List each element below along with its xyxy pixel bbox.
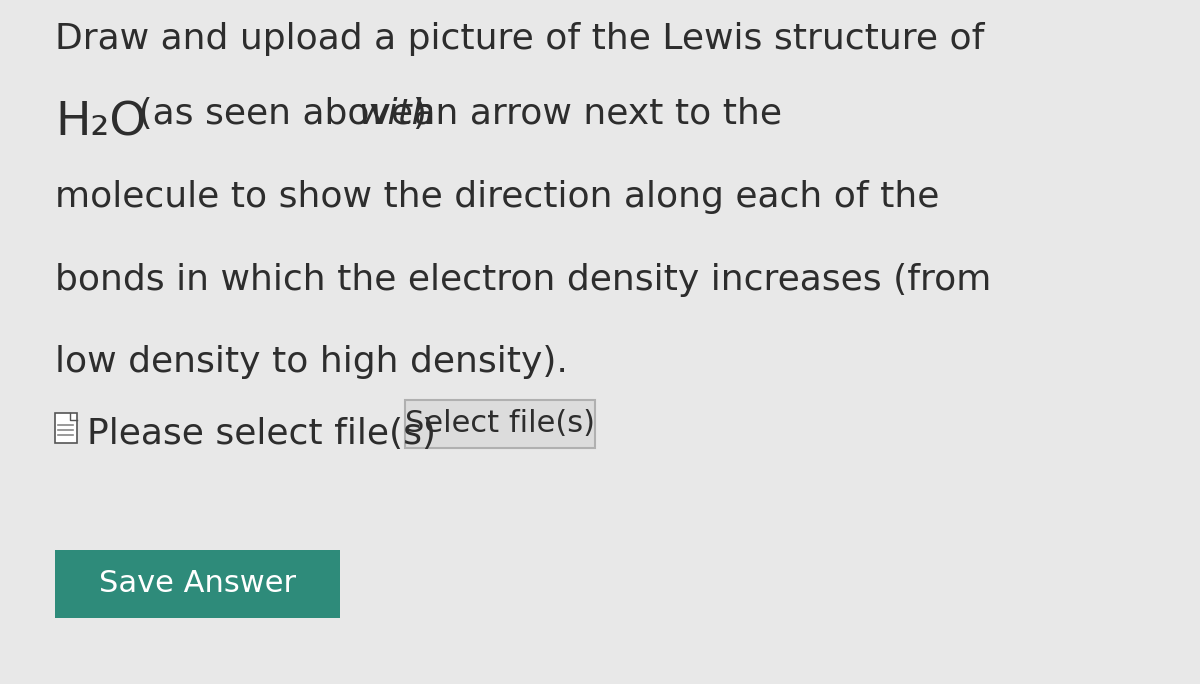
Text: Draw and upload a picture of the Lewis structure of: Draw and upload a picture of the Lewis s…: [55, 22, 984, 56]
Text: Save Answer: Save Answer: [98, 570, 296, 598]
Text: with: with: [359, 97, 436, 131]
Text: molecule to show the direction along each of the: molecule to show the direction along eac…: [55, 180, 940, 214]
FancyBboxPatch shape: [55, 550, 340, 618]
FancyBboxPatch shape: [55, 413, 77, 443]
Text: low density to high density).: low density to high density).: [55, 345, 568, 379]
Text: an arrow next to the: an arrow next to the: [402, 97, 782, 131]
Text: (as seen above): (as seen above): [127, 97, 438, 131]
Text: bonds in which the electron density increases (from: bonds in which the electron density incr…: [55, 263, 991, 297]
Text: Please select file(s): Please select file(s): [88, 417, 436, 451]
FancyBboxPatch shape: [406, 400, 595, 448]
Text: Select file(s): Select file(s): [406, 410, 595, 438]
Text: H₂O: H₂O: [55, 100, 146, 145]
